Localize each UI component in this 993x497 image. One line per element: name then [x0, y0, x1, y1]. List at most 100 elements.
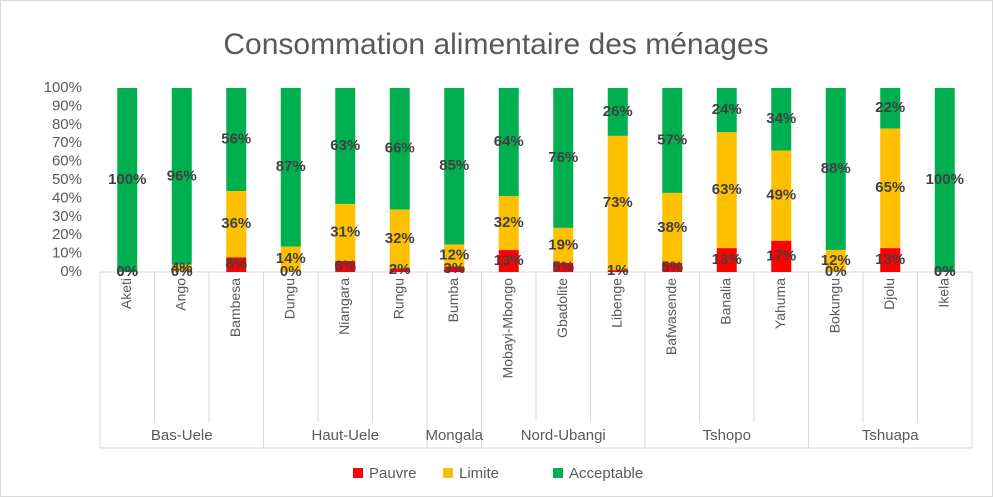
legend-label: Limite: [459, 465, 499, 482]
y-tick-label: 60%: [52, 153, 82, 170]
value-label: 0%: [280, 263, 302, 280]
y-tick-label: 70%: [52, 134, 82, 151]
value-label: 38%: [657, 219, 687, 236]
value-label: 14%: [276, 250, 306, 267]
bar-segment: [771, 88, 792, 151]
x-tick-label: Aketi: [118, 278, 134, 309]
value-label: 88%: [821, 160, 851, 177]
value-label: 36%: [221, 215, 251, 232]
x-tick-label: Ikela: [935, 278, 951, 308]
x-tick-label: Bumba: [445, 278, 461, 323]
bar-segment: [880, 128, 901, 249]
bar-segment: [498, 196, 519, 251]
x-tick-label: Gbadolite: [554, 278, 570, 338]
legend-label: Acceptable: [569, 465, 643, 482]
bar-segment: [553, 88, 574, 228]
group-label: Tshopo: [703, 427, 751, 444]
x-tick-label: Yahuma: [772, 278, 788, 329]
bar-segment: [716, 88, 737, 133]
value-label: 0%: [825, 263, 847, 280]
x-tick-label: Dungu: [281, 278, 297, 319]
value-label: 100%: [926, 171, 964, 188]
x-tick-label: Djolu: [881, 278, 897, 310]
x-tick-label: Ango: [172, 278, 188, 311]
x-tick-label: Mobayi-Mbongo: [499, 278, 515, 379]
value-label: 12%: [439, 246, 469, 263]
value-label: 13%: [875, 251, 905, 268]
bar-segment: [335, 203, 356, 261]
bar-segment: [934, 88, 955, 272]
bar-segment: [171, 264, 192, 272]
bar-segment: [444, 88, 465, 245]
x-tick-label: Bambesa: [227, 278, 243, 337]
bar-segment: [498, 250, 519, 272]
value-label: 22%: [875, 99, 905, 116]
x-tick-label: Niangara: [336, 278, 352, 335]
value-label: 4%: [171, 259, 193, 276]
legend-swatch: [353, 468, 363, 478]
x-tick-label: Banalia: [717, 278, 733, 325]
value-label: 34%: [766, 110, 796, 127]
value-label: 66%: [385, 140, 415, 157]
value-label: 0%: [116, 263, 138, 280]
group-label: Bas-Uele: [151, 427, 213, 444]
legend-swatch: [553, 468, 563, 478]
x-tick-label: Bafwasende: [663, 278, 679, 355]
value-label: 17%: [766, 247, 796, 264]
value-label: 13%: [712, 251, 742, 268]
value-label: 2%: [389, 261, 411, 278]
value-label: 32%: [494, 214, 524, 231]
y-tick-label: 30%: [52, 208, 82, 225]
value-label: 24%: [712, 101, 742, 118]
value-label: 0%: [116, 263, 138, 280]
group-label: Tshuapa: [862, 427, 919, 444]
bar-segment: [662, 262, 683, 272]
bar-segment: [226, 191, 247, 258]
value-label: 96%: [167, 167, 197, 184]
value-label: 5%: [552, 258, 574, 275]
bar-segment: [607, 88, 628, 136]
bar-segment: [716, 248, 737, 272]
bar-segment: [607, 270, 628, 272]
group-label: Mongala: [425, 427, 483, 444]
bar-segment: [389, 209, 410, 269]
x-tick-label: Rungu: [390, 278, 406, 319]
value-label: 73%: [603, 194, 633, 211]
group-label: Haut-Uele: [311, 427, 379, 444]
value-label: 49%: [766, 187, 796, 204]
value-label: 1%: [607, 262, 629, 279]
value-label: 31%: [330, 223, 360, 240]
bar-segment: [771, 240, 792, 272]
bar-segment: [662, 88, 683, 193]
bar-segment: [825, 88, 846, 250]
legend-label: Pauvre: [369, 465, 417, 482]
x-tick-label: Bokungu: [826, 278, 842, 333]
value-label: 12%: [821, 252, 851, 269]
y-tick-label: 90%: [52, 97, 82, 114]
value-label: 0%: [934, 263, 956, 280]
value-label: 8%: [225, 256, 247, 273]
value-label: 5%: [661, 258, 683, 275]
value-label: 87%: [276, 158, 306, 175]
bar-segment: [553, 227, 574, 263]
bar-segment: [607, 135, 628, 271]
y-tick-label: 40%: [52, 189, 82, 206]
bar-segment: [444, 266, 465, 272]
value-label: 13%: [494, 252, 524, 269]
bar-segment: [825, 249, 846, 272]
legend-swatch: [443, 468, 453, 478]
bar-segment: [880, 88, 901, 129]
bar-segment: [389, 268, 410, 272]
value-label: 63%: [330, 137, 360, 154]
y-tick-label: 80%: [52, 116, 82, 133]
y-tick-label: 50%: [52, 171, 82, 188]
value-label: 3%: [443, 260, 465, 277]
y-tick-label: 100%: [44, 79, 82, 96]
value-label: 6%: [334, 257, 356, 274]
bar-segment: [117, 88, 138, 272]
value-label: 0%: [934, 263, 956, 280]
value-label: 26%: [603, 103, 633, 120]
bar-segment: [444, 244, 465, 267]
value-label: 100%: [108, 171, 146, 188]
